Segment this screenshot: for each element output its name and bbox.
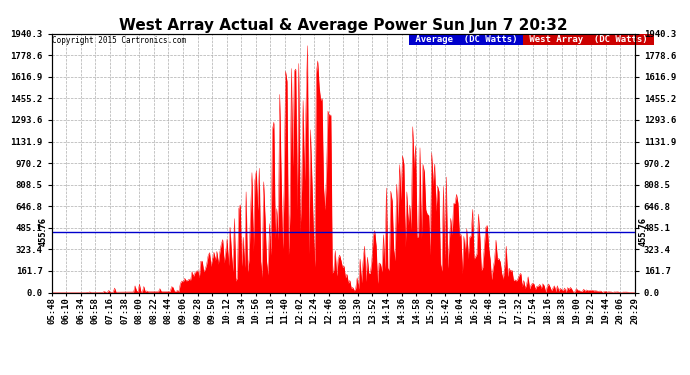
- Title: West Array Actual & Average Power Sun Jun 7 20:32: West Array Actual & Average Power Sun Ju…: [119, 18, 568, 33]
- Text: Copyright 2015 Cartronics.com: Copyright 2015 Cartronics.com: [52, 36, 186, 45]
- Text: West Array  (DC Watts): West Array (DC Watts): [524, 35, 653, 44]
- Text: Average  (DC Watts): Average (DC Watts): [411, 35, 523, 44]
- Text: 455.76: 455.76: [639, 217, 648, 246]
- Text: 455.76: 455.76: [39, 217, 48, 246]
